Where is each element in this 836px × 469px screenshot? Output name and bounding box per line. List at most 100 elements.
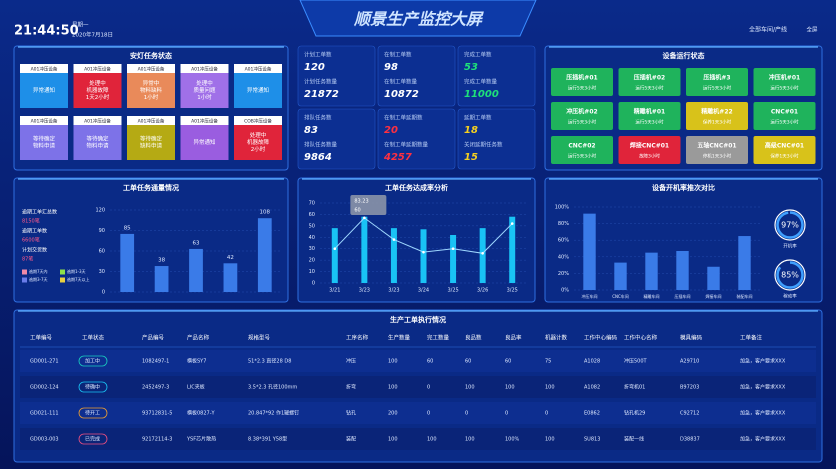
bar: [479, 228, 486, 283]
y-tick-label: 70: [309, 201, 315, 207]
andon-status: 物料缺料: [140, 86, 163, 94]
table-cell: 100: [545, 437, 555, 443]
table-cell: 横板0827-Y: [187, 410, 216, 417]
table-row: [20, 376, 816, 398]
status-badge: [78, 381, 108, 393]
stat-label: 完成工单数: [464, 51, 492, 59]
table-row: [20, 350, 816, 372]
panel-title: 安灯任务状态: [130, 51, 172, 60]
table-cell: GD001-271: [30, 359, 59, 365]
table-header: 产品编号: [142, 334, 165, 342]
andon-device: A01冲压设备: [31, 65, 58, 72]
table-cell: 加急，客户要求XXX: [740, 436, 786, 443]
device-name: CNC#02: [568, 143, 595, 150]
table-cell: 3.5*2.3 孔径100mm: [248, 384, 297, 391]
bar: [390, 228, 397, 283]
y-tick-label: 20%: [558, 271, 569, 277]
bar: [450, 235, 457, 283]
table-cell: 2452497-3: [142, 385, 169, 391]
workshop-select[interactable]: 全部车间/产线: [749, 26, 787, 34]
device-status: 运行5天3小时: [568, 85, 597, 92]
stat-label: 排队任务数: [304, 114, 332, 122]
bar: [738, 236, 751, 290]
summary-value: 8150笔: [22, 218, 40, 225]
table-row: [20, 428, 816, 450]
stat-value: 4257: [383, 152, 412, 163]
stat-value: 83: [304, 125, 318, 136]
table-cell: 100: [505, 385, 515, 391]
x-tick-label: 3/26: [477, 288, 488, 294]
status-badge: [78, 433, 108, 445]
device-tile: [753, 68, 816, 96]
bar: [676, 250, 689, 290]
bar: [331, 228, 338, 283]
bar-value-label: 38: [158, 258, 165, 264]
legend-label: 逾期7天以上: [67, 276, 90, 282]
device-status: 保养1天3小时: [770, 153, 799, 160]
y-tick-label: 80%: [558, 221, 569, 227]
y-tick-label: 100%: [555, 205, 570, 211]
line-point: [451, 247, 455, 251]
andon-status: 机器故障: [86, 86, 109, 94]
andon-card-header: [20, 64, 68, 73]
bar-value-label: 85: [124, 225, 131, 231]
table-cell: 200: [388, 411, 398, 417]
table-cell: D38837: [680, 437, 700, 443]
gauge-value: 85%: [781, 271, 799, 280]
device-status: 运行5天3小时: [770, 85, 799, 92]
andon-card-header: [127, 64, 175, 73]
x-tick-label: 精雕车间: [644, 293, 660, 299]
x-tick-label: 3/25: [507, 288, 518, 294]
summary-label: 逾期工单汇总数: [22, 209, 57, 216]
table-header: 工作中心编码: [584, 334, 618, 342]
y-tick-label: 120: [95, 208, 105, 214]
andon-status: 缺料申请: [140, 142, 163, 150]
andon-card-header: [180, 116, 229, 125]
legend-swatch: [60, 277, 65, 283]
title-plate: [299, 0, 537, 37]
x-tick-label: 3/25: [447, 288, 458, 294]
x-tick-label: 3/24: [418, 288, 429, 294]
table-header: 工序名称: [346, 334, 369, 342]
device-name: CNC#01: [771, 109, 798, 116]
table-header: 工单编号: [30, 334, 53, 342]
panel: [13, 177, 289, 303]
andon-card: [180, 73, 229, 108]
andon-status: 1天2小时: [86, 93, 110, 101]
y-tick-label: 60%: [558, 238, 569, 244]
andon-card: [180, 125, 229, 160]
andon-card-header: [73, 116, 122, 125]
y-tick-label: 50: [309, 223, 315, 229]
device-status: 保养1天3小时: [703, 119, 732, 126]
table-cell: 待开工: [85, 410, 100, 417]
y-tick-label: 60: [309, 212, 315, 218]
summary-value: 87笔: [22, 256, 33, 263]
device-tile: [753, 136, 816, 164]
panel-title: 工单任务达成率分析: [385, 183, 448, 192]
table-cell: A29710: [680, 359, 699, 365]
device-name: 焊接CNC#01: [630, 142, 669, 150]
table-header: 规格型号: [248, 334, 271, 342]
table-cell: 8.38*391 Y58型: [248, 436, 287, 443]
table-cell: 横板SY7: [187, 358, 206, 365]
table-header: 产品名称: [187, 334, 210, 342]
table-cell: A1028: [584, 359, 600, 365]
table-cell: 待确中: [85, 384, 100, 391]
line-point: [333, 247, 337, 251]
table-cell: A1082: [584, 385, 600, 391]
device-tile: [686, 102, 748, 130]
bar: [223, 263, 238, 292]
table-header: 工单状态: [82, 334, 105, 342]
stat-value: 53: [464, 62, 478, 73]
stat-value: 21872: [304, 89, 339, 100]
fullscreen-button[interactable]: 全屏: [806, 26, 818, 34]
table-cell: 93712831-5: [142, 411, 172, 417]
line-point: [363, 216, 366, 220]
andon-card-header: [180, 64, 229, 73]
x-tick-label: 焊接车间: [706, 293, 722, 299]
device-status: 运行5天3小时: [568, 119, 597, 126]
table-header: 生产数量: [388, 334, 411, 342]
andon-status: 异常中: [143, 79, 160, 87]
andon-status: 处理中: [196, 79, 213, 87]
andon-device: A01冲压设备: [84, 117, 111, 124]
